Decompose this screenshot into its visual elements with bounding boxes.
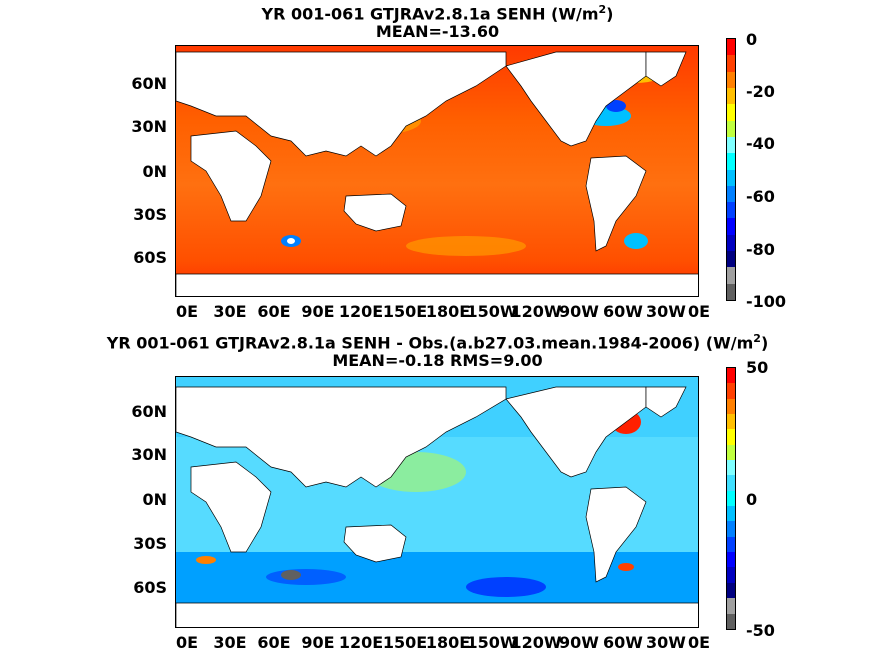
panel1-colorbar-label: -60 [746, 187, 775, 206]
panel1-xlabel: 180E [425, 302, 471, 321]
panel2-colorbar-label: -50 [746, 621, 775, 640]
colorbar-segment [727, 490, 735, 507]
panel1-colorbar-label: -100 [746, 292, 787, 311]
panel2-colorbar-label: 50 [746, 358, 769, 377]
panel1-xlabel: 30W [646, 302, 686, 321]
panel1-xlabel: 90W [559, 302, 599, 321]
panel2-ylabel-0n: 0N [142, 490, 167, 509]
colorbar-segment [727, 414, 735, 430]
panel1-colorbar [726, 38, 736, 301]
colorbar-segment [727, 598, 735, 614]
panel1-xlabel: 60E [257, 302, 291, 321]
panel1-xlabel: 30E [213, 302, 247, 321]
panel1-map [175, 45, 699, 297]
colorbar-segment [727, 234, 735, 252]
colorbar-segment [727, 429, 735, 445]
colorbar-segment [727, 460, 735, 476]
panel2-colorbar [726, 367, 736, 630]
colorbar-segment [727, 582, 735, 599]
panel2-ylabel-30s: 30S [133, 534, 167, 553]
panel2-xlabel: 120E [338, 633, 384, 652]
colorbar-segment [727, 218, 735, 235]
colorbar-segment [727, 521, 735, 537]
panel2-xlabel: 150W [466, 633, 518, 652]
panel2-title-line1: YR 001-061 GTJRAv2.8.1a SENH - Obs.(a.b2… [106, 332, 769, 353]
colorbar-segment [727, 153, 735, 170]
panel2-ylabel-60s: 60S [133, 578, 167, 597]
colorbar-segment [727, 398, 735, 415]
colorbar-segment [727, 368, 735, 384]
panel1-map-field [176, 46, 698, 296]
panel2-xlabel: 60E [257, 633, 291, 652]
panel1-xlabel: 90E [301, 302, 335, 321]
panel2-xlabel: 60W [603, 633, 643, 652]
panel2-xlabel: 90E [301, 633, 335, 652]
colorbar-segment [727, 383, 735, 399]
panel2-title-line2: MEAN=-0.18 RMS=9.00 [332, 351, 543, 370]
panel1-colorbar-label: 0 [746, 30, 758, 49]
panel1-title-line2: MEAN=-13.60 [375, 22, 500, 41]
colorbar-segment [727, 536, 735, 553]
colorbar-segment [727, 71, 735, 88]
colorbar-segment [727, 283, 735, 300]
panel1-xlabel: 0E [687, 302, 711, 321]
colorbar-segment [727, 475, 735, 491]
panel2-xlabel: 180E [425, 633, 471, 652]
panel2-ylabel-60n: 60N [131, 402, 167, 421]
colorbar-segment [727, 120, 735, 137]
panel2-xlabel: 0E [687, 633, 711, 652]
panel1-colorbar-label: -40 [746, 134, 775, 153]
panel1-xlabel: 150W [466, 302, 518, 321]
panel2-xlabel: 30W [646, 633, 686, 652]
colorbar-segment [727, 55, 735, 72]
colorbar-segment [727, 251, 735, 268]
panel1-colorbar-label: -20 [746, 82, 775, 101]
colorbar-segment [727, 104, 735, 121]
panel1-ylabel-30n: 30N [131, 117, 167, 136]
panel1-colorbar-label: -80 [746, 240, 775, 259]
panel1-title-line1: YR 001-061 GTJRAv2.8.1a SENH (W/m2) [261, 3, 614, 24]
panel1-ylabel-60s: 60S [133, 248, 167, 267]
panel1-xlabel: 0E [175, 302, 199, 321]
colorbar-segment [727, 202, 735, 219]
panel1-xlabel: 150E [382, 302, 428, 321]
panel1-xlabel: 120W [510, 302, 562, 321]
colorbar-segment [727, 506, 735, 522]
colorbar-segment [727, 185, 735, 203]
panel1-xlabel: 120E [338, 302, 384, 321]
panel1-xlabel: 60W [603, 302, 643, 321]
colorbar-segment [727, 267, 735, 284]
panel1-ylabel-60n: 60N [131, 74, 167, 93]
panel2-colorbar-label: 0 [746, 490, 758, 509]
panel2-xlabel: 150E [382, 633, 428, 652]
colorbar-segment [727, 444, 735, 461]
panel2-xlabel: 120W [510, 633, 562, 652]
colorbar-segment [727, 613, 735, 629]
panel1-ylabel-30s: 30S [133, 205, 167, 224]
panel2-xlabel: 30E [213, 633, 247, 652]
panel2-xlabel: 90W [559, 633, 599, 652]
panel2-xlabel: 0E [175, 633, 199, 652]
colorbar-segment [727, 39, 735, 56]
panel2-map-field [176, 377, 698, 627]
colorbar-segment [727, 136, 735, 154]
panel2-ylabel-30n: 30N [131, 445, 167, 464]
panel2-map [175, 376, 699, 628]
colorbar-segment [727, 87, 735, 105]
colorbar-segment [727, 552, 735, 568]
panel1-ylabel-0n: 0N [142, 162, 167, 181]
colorbar-segment [727, 169, 735, 186]
colorbar-segment [727, 567, 735, 583]
